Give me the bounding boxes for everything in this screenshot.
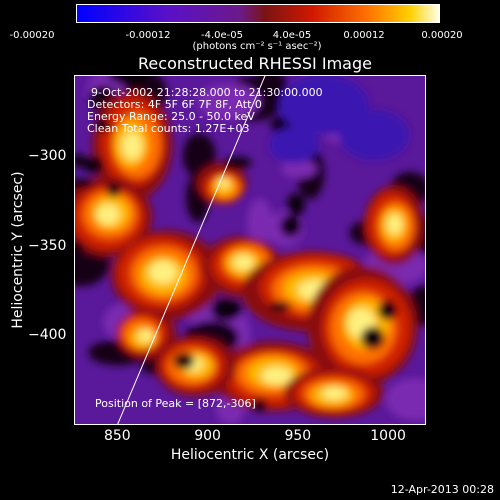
y-tick-label: −400: [28, 327, 67, 344]
plot-frame: [74, 75, 426, 425]
heatmap-plot: [74, 75, 426, 425]
heatmap-cell: [83, 156, 105, 174]
colorbar-tick-label: -4.0e-05: [201, 30, 243, 41]
limb-line: [116, 75, 266, 425]
x-tick-label: 850: [103, 428, 131, 444]
clean-total-counts: Clean Total counts: 1.27E+03: [87, 122, 250, 135]
x-axis-label: Heliocentric X (arcsec): [170, 447, 330, 463]
y-axis-label: Heliocentric Y (arcsec): [10, 171, 26, 329]
colorbar-tick-label: 0.00020: [421, 30, 463, 41]
heatmap-cell: [95, 118, 111, 132]
observation-info: 9-Oct-2002 21:28:28.000 to 21:30:00.000 …: [87, 87, 323, 135]
heatmap-cell: [279, 215, 302, 237]
heatmap-cell: [210, 298, 242, 321]
heatmap-cell: [138, 329, 154, 342]
heatmap-cell: [233, 254, 254, 270]
energy-range: Energy Range: 25.0 - 50.0 keV: [87, 110, 255, 123]
colorbar: [76, 4, 440, 23]
heatmap-cell: [261, 366, 292, 385]
heatmap-cell: [247, 198, 273, 247]
chart-title: Reconstructed RHESSI Image: [138, 54, 372, 73]
heatmap-cell: [339, 110, 409, 160]
colorbar-tick-label: -0.00012: [125, 30, 171, 41]
heatmap-cell: [96, 204, 120, 225]
heatmap-cell: [281, 159, 317, 179]
heatmap-cell: [74, 178, 93, 188]
peak-position-label: Position of Peak = [872,-306]: [95, 397, 256, 410]
x-tick-label: 900: [194, 428, 221, 444]
heatmap-cell: [74, 241, 85, 250]
heatmap-cell: [173, 352, 195, 370]
heatmap-cell: [106, 182, 121, 198]
heatmap-cell: [74, 154, 86, 168]
timestamp-footer: 12-Apr-2013 00:28: [390, 483, 494, 496]
heatmap-cell: [269, 301, 292, 312]
y-tick-label: −300: [28, 147, 67, 164]
heatmap-cell: [360, 326, 385, 350]
detectors-line: Detectors: 4F 5F 6F 7F 8F, Att 0: [87, 98, 262, 111]
heatmap-cell: [252, 398, 267, 412]
time-range: 9-Oct-2002 21:28:28.000 to 21:30:00.000: [91, 86, 323, 99]
x-tick-label: 1000: [370, 428, 406, 444]
heatmap-cell: [387, 214, 403, 235]
heatmap-cell: [118, 75, 148, 88]
heatmap-cell: [122, 132, 143, 160]
heatmap-cell: [269, 127, 319, 163]
y-tick-label: −350: [28, 237, 67, 254]
heatmap-cell: [286, 193, 305, 217]
colorbar-tick-label: 4.0e-05: [272, 30, 312, 41]
heatmap-cell: [321, 387, 347, 400]
heatmap-cell: [223, 156, 252, 170]
colorbar-tick-label: -0.00020: [9, 30, 55, 41]
colorbar-tick-label: 0.00012: [343, 30, 385, 41]
heatmap-cell: [197, 83, 261, 120]
heatmap-cell: [377, 300, 398, 321]
heatmap-cell: [149, 260, 177, 284]
colorbar-unit-label: (photons cm⁻² s⁻¹ asec⁻²): [192, 41, 322, 52]
heatmap-cell: [385, 377, 426, 421]
x-tick-label: 950: [284, 428, 312, 444]
